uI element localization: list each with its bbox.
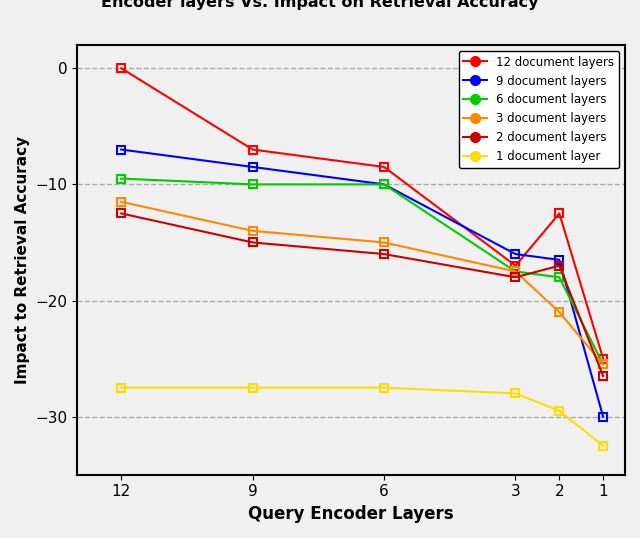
1 document layer	[249, 384, 257, 391]
3 document layers	[380, 239, 388, 246]
12 document layers	[380, 164, 388, 170]
9 document layers	[380, 181, 388, 188]
Legend: 12 document layers, 9 document layers, 6 document layers, 3 document layers, 2 d: 12 document layers, 9 document layers, 6…	[459, 51, 619, 168]
1 document layer	[511, 390, 519, 397]
3 document layers	[511, 268, 519, 275]
Line: 6 document layers: 6 document layers	[117, 174, 607, 369]
2 document layers	[511, 274, 519, 280]
2 document layers	[117, 210, 125, 217]
6 document layers	[380, 181, 388, 188]
9 document layers	[511, 251, 519, 257]
3 document layers	[599, 361, 607, 367]
X-axis label: Query Encoder Layers: Query Encoder Layers	[248, 505, 454, 523]
Line: 3 document layers: 3 document layers	[117, 197, 607, 369]
6 document layers	[599, 361, 607, 367]
2 document layers	[380, 251, 388, 257]
6 document layers	[117, 175, 125, 182]
1 document layer	[380, 384, 388, 391]
1 document layer	[599, 442, 607, 449]
3 document layers	[249, 228, 257, 234]
Text: Encoder layers Vs. Impact on Retrieval Accuracy: Encoder layers Vs. Impact on Retrieval A…	[101, 0, 539, 10]
3 document layers	[117, 199, 125, 205]
3 document layers	[556, 309, 563, 315]
Line: 1 document layer: 1 document layer	[117, 384, 607, 450]
Line: 2 document layers: 2 document layers	[117, 209, 607, 380]
9 document layers	[117, 146, 125, 153]
2 document layers	[249, 239, 257, 246]
Y-axis label: Impact to Retrieval Accuracy: Impact to Retrieval Accuracy	[15, 136, 30, 384]
1 document layer	[117, 384, 125, 391]
6 document layers	[556, 274, 563, 280]
6 document layers	[249, 181, 257, 188]
2 document layers	[599, 373, 607, 379]
Line: 12 document layers: 12 document layers	[117, 64, 607, 363]
12 document layers	[249, 146, 257, 153]
9 document layers	[599, 413, 607, 420]
12 document layers	[556, 210, 563, 217]
1 document layer	[556, 408, 563, 414]
9 document layers	[249, 164, 257, 170]
Line: 9 document layers: 9 document layers	[117, 145, 607, 421]
12 document layers	[599, 356, 607, 362]
12 document layers	[117, 65, 125, 72]
12 document layers	[511, 263, 519, 269]
9 document layers	[556, 257, 563, 263]
2 document layers	[556, 263, 563, 269]
6 document layers	[511, 268, 519, 275]
